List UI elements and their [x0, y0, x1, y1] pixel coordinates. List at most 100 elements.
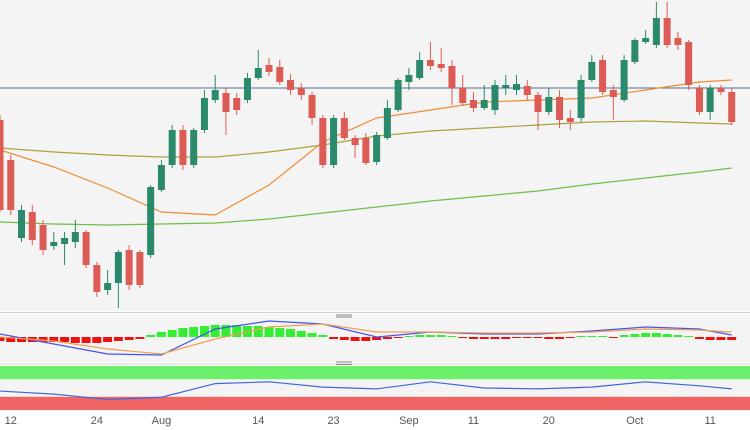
histogram-bar [146, 335, 156, 337]
x-tick-label: 14 [252, 415, 264, 427]
candle-body [7, 160, 15, 210]
candle-body [642, 38, 650, 42]
histogram-bar [329, 337, 339, 339]
histogram-bar [727, 337, 737, 340]
histogram-bar [501, 337, 511, 339]
histogram-bar [533, 337, 543, 338]
candle-body [50, 242, 58, 246]
histogram-bar [662, 334, 672, 337]
candle-body [416, 60, 424, 78]
histogram-bar [275, 328, 285, 337]
histogram-bar [608, 337, 618, 338]
candle-body [168, 130, 176, 165]
histogram-bar [651, 333, 661, 337]
candle-body [308, 95, 316, 118]
candle-body [373, 135, 381, 162]
histogram-bar [705, 337, 715, 340]
histogram-bar [382, 337, 392, 339]
histogram-bar [156, 332, 166, 337]
candle-body [469, 100, 477, 108]
candle-body [28, 212, 36, 240]
candle-body [480, 100, 488, 108]
candle-body [706, 88, 714, 112]
histogram-bar [587, 336, 597, 337]
histogram-bar [641, 333, 651, 337]
histogram-bar [479, 337, 489, 339]
histogram-bar [0, 337, 5, 341]
candle-body [609, 90, 617, 97]
histogram-bar [199, 326, 209, 337]
candle-body [405, 75, 413, 82]
candle-body [383, 108, 391, 138]
histogram-bar [49, 337, 59, 342]
histogram-bar [70, 337, 80, 343]
candle-body [620, 60, 628, 100]
candle-body [599, 60, 607, 92]
candle-body [18, 210, 26, 238]
candle-body [663, 18, 671, 45]
candle-body [0, 120, 4, 210]
histogram-bar [92, 337, 102, 343]
histogram-bar [253, 326, 263, 337]
candle-body [93, 265, 101, 292]
histogram-bar [339, 337, 349, 340]
line-series [0, 79, 732, 216]
candle-body [136, 252, 144, 285]
candle-body [351, 138, 359, 145]
histogram-bar [6, 337, 16, 342]
histogram-bar [694, 337, 704, 339]
histogram-bar [576, 336, 586, 337]
histogram-bar [135, 337, 145, 339]
candle-body [211, 90, 219, 100]
resize-handle[interactable] [336, 361, 352, 365]
histogram-bar [81, 337, 91, 343]
candle-body [502, 85, 510, 88]
histogram-bar [490, 337, 500, 339]
candle-body [426, 60, 434, 66]
candle-body [674, 38, 682, 45]
histogram-bar [17, 337, 27, 342]
histogram-bar [178, 328, 188, 337]
histogram-bar [60, 337, 70, 342]
resize-handle[interactable] [336, 314, 352, 318]
candle-body [545, 97, 553, 112]
histogram-bar [221, 325, 231, 337]
candle-body [233, 98, 241, 110]
candle-body [114, 252, 122, 283]
candle-body [566, 118, 574, 122]
candle-body [287, 80, 295, 90]
indicator-band [0, 366, 750, 380]
candle-body [61, 238, 69, 244]
x-tick-label: 20 [543, 415, 555, 427]
x-tick-label: 24 [91, 415, 103, 427]
x-tick-label: 12 [5, 415, 17, 427]
histogram-bar [716, 337, 726, 340]
histogram-bar [619, 335, 629, 337]
x-tick-label: 23 [327, 415, 339, 427]
candle-body [276, 67, 284, 82]
histogram-bar [372, 337, 382, 340]
line-series [0, 167, 732, 226]
histogram-bar [522, 337, 532, 338]
candle-body [319, 118, 327, 165]
candle-body [200, 98, 208, 130]
x-tick-label: Sep [399, 415, 419, 427]
candle-body [459, 88, 467, 103]
histogram-bar [350, 337, 360, 341]
candle-body [190, 130, 198, 165]
candle-body [491, 85, 499, 110]
indicator-band [0, 396, 750, 410]
candle-body [340, 118, 348, 138]
candle-body [534, 95, 542, 112]
candle-body [297, 88, 305, 95]
candle-body [104, 283, 112, 290]
histogram-bar [436, 335, 446, 337]
histogram-bar [318, 335, 328, 337]
candle-body [577, 80, 585, 118]
candle-body [71, 232, 79, 242]
histogram-bar [468, 337, 478, 339]
candle-body [265, 65, 273, 72]
candle-body [437, 64, 445, 68]
histogram-bar [458, 337, 468, 338]
